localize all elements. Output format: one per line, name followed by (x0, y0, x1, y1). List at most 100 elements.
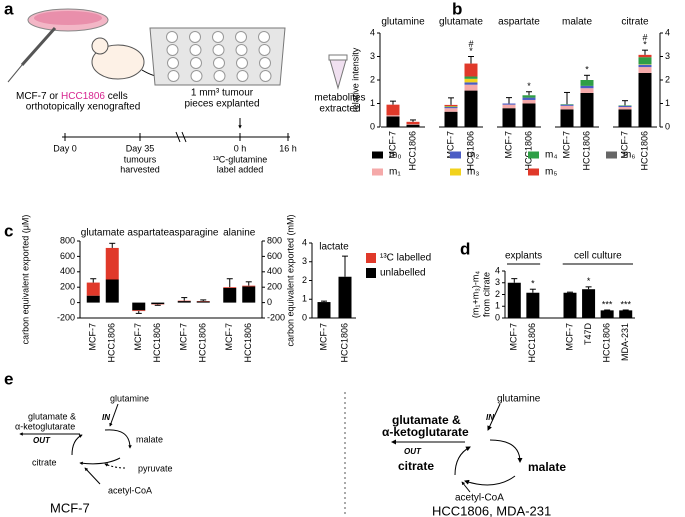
bar-segment (223, 287, 237, 288)
category-label: HCC1806 (339, 323, 349, 363)
category-label: MCF-7 (564, 323, 574, 351)
metabolite: citrate (398, 459, 434, 473)
arrow (104, 463, 126, 469)
significance-label: * (531, 279, 535, 289)
arrow (104, 429, 132, 449)
category-label: HCC1806 (523, 131, 533, 171)
legend-label: unlabelled (380, 268, 426, 279)
y-tick-label: 600 (60, 251, 75, 261)
bar-segment (242, 286, 256, 303)
category-label: HCC1806 (581, 131, 591, 171)
bar-segment (105, 247, 119, 280)
category-label: HCC1806 (152, 323, 162, 363)
arrow (71, 434, 83, 456)
y-tick-label: 200 (267, 282, 282, 292)
extract-text: metabolites (314, 93, 365, 104)
bar-segment (196, 301, 210, 303)
well (259, 57, 271, 69)
legend-label: m₂ (467, 150, 479, 161)
group-title: asparagine (169, 228, 219, 239)
category-label: HCC1806 (602, 323, 612, 363)
metabolite: malate (528, 460, 566, 474)
category-label: HCC1806 (243, 323, 253, 363)
y-tick-label: 2 (665, 74, 670, 84)
syringe (20, 27, 57, 66)
category-label: MCF-7 (179, 323, 189, 351)
bar-segment (580, 88, 594, 93)
y-tick-label: 200 (60, 282, 75, 292)
well (236, 57, 248, 69)
metabolite: acetyl-CoA (455, 493, 504, 504)
bar-segment (386, 115, 400, 117)
bar-segment (132, 302, 146, 311)
arrow (109, 403, 119, 427)
legend-label: m₁ (389, 167, 401, 178)
well (258, 31, 270, 43)
arrow (464, 475, 516, 486)
timeline-note: label added (217, 164, 264, 174)
cell-line: MCF-7 (16, 91, 47, 102)
panel-label: a (4, 0, 14, 18)
y-tick-label: 1 (495, 301, 500, 311)
bar-segment (464, 78, 478, 83)
xenograft-text: orthotopically xenografted (26, 102, 141, 113)
arrow (489, 439, 523, 463)
y-tick-label: 3 (370, 51, 375, 61)
flux-label: OUT (404, 447, 422, 456)
y-tick-label: 3 (665, 51, 670, 61)
flux-label: IN (486, 413, 494, 422)
facet-title: glutamine (381, 17, 425, 28)
bar-segment (86, 295, 100, 303)
bar (619, 310, 633, 318)
category-label: HCC1806 (639, 131, 649, 171)
metabolite: α-ketoglutarate (15, 421, 75, 431)
well (190, 70, 203, 82)
bar (317, 302, 331, 318)
well (259, 70, 272, 82)
bar (582, 289, 596, 318)
group-label: explants (505, 251, 542, 262)
legend-swatch (450, 168, 461, 176)
timeline-label: Day 0 (53, 143, 77, 153)
well (190, 57, 202, 69)
arrow (487, 403, 501, 431)
panel-label: d (460, 239, 470, 258)
group-title: glutamate (81, 228, 125, 239)
timeline-label: 16 h (279, 143, 297, 153)
bar-segment (580, 85, 594, 89)
extract-text: extracted (319, 104, 360, 115)
y-tick-label: 0 (302, 312, 307, 322)
bar (563, 292, 577, 318)
y-axis-label: from citrate (481, 272, 491, 317)
category-label: MCF-7 (88, 323, 98, 351)
category-label: MCF-7 (509, 323, 519, 351)
xenograft-text: MCF-7 or HCC1806 cells (16, 91, 128, 102)
metabolite: glutamate & (392, 413, 461, 427)
y-tick-label: 4 (370, 27, 375, 37)
timeline-note: tumours (124, 154, 157, 164)
well (212, 31, 224, 43)
bar-segment (464, 76, 478, 79)
category-label: MCF-7 (387, 131, 397, 159)
flux-label: OUT (33, 436, 51, 445)
panel-a-artwork (7, 8, 348, 143)
arrow (461, 481, 471, 493)
legend-swatch (366, 268, 376, 278)
legend-swatch (450, 151, 461, 159)
category-label: MDA-231 (620, 323, 630, 361)
well (167, 70, 180, 82)
panel-label: e (4, 369, 13, 388)
bar-segment (444, 111, 458, 127)
needle (7, 64, 23, 83)
bar-segment (502, 104, 516, 109)
bar (600, 310, 614, 318)
group-title: aspartate (127, 228, 169, 239)
bar-segment (86, 282, 100, 296)
legend-swatch (366, 253, 376, 263)
category-label: MCF-7 (561, 131, 571, 159)
well (189, 44, 202, 56)
y-tick-label: 2 (495, 289, 500, 299)
legend-label: m₆ (623, 150, 635, 161)
bar-segment (580, 80, 594, 86)
